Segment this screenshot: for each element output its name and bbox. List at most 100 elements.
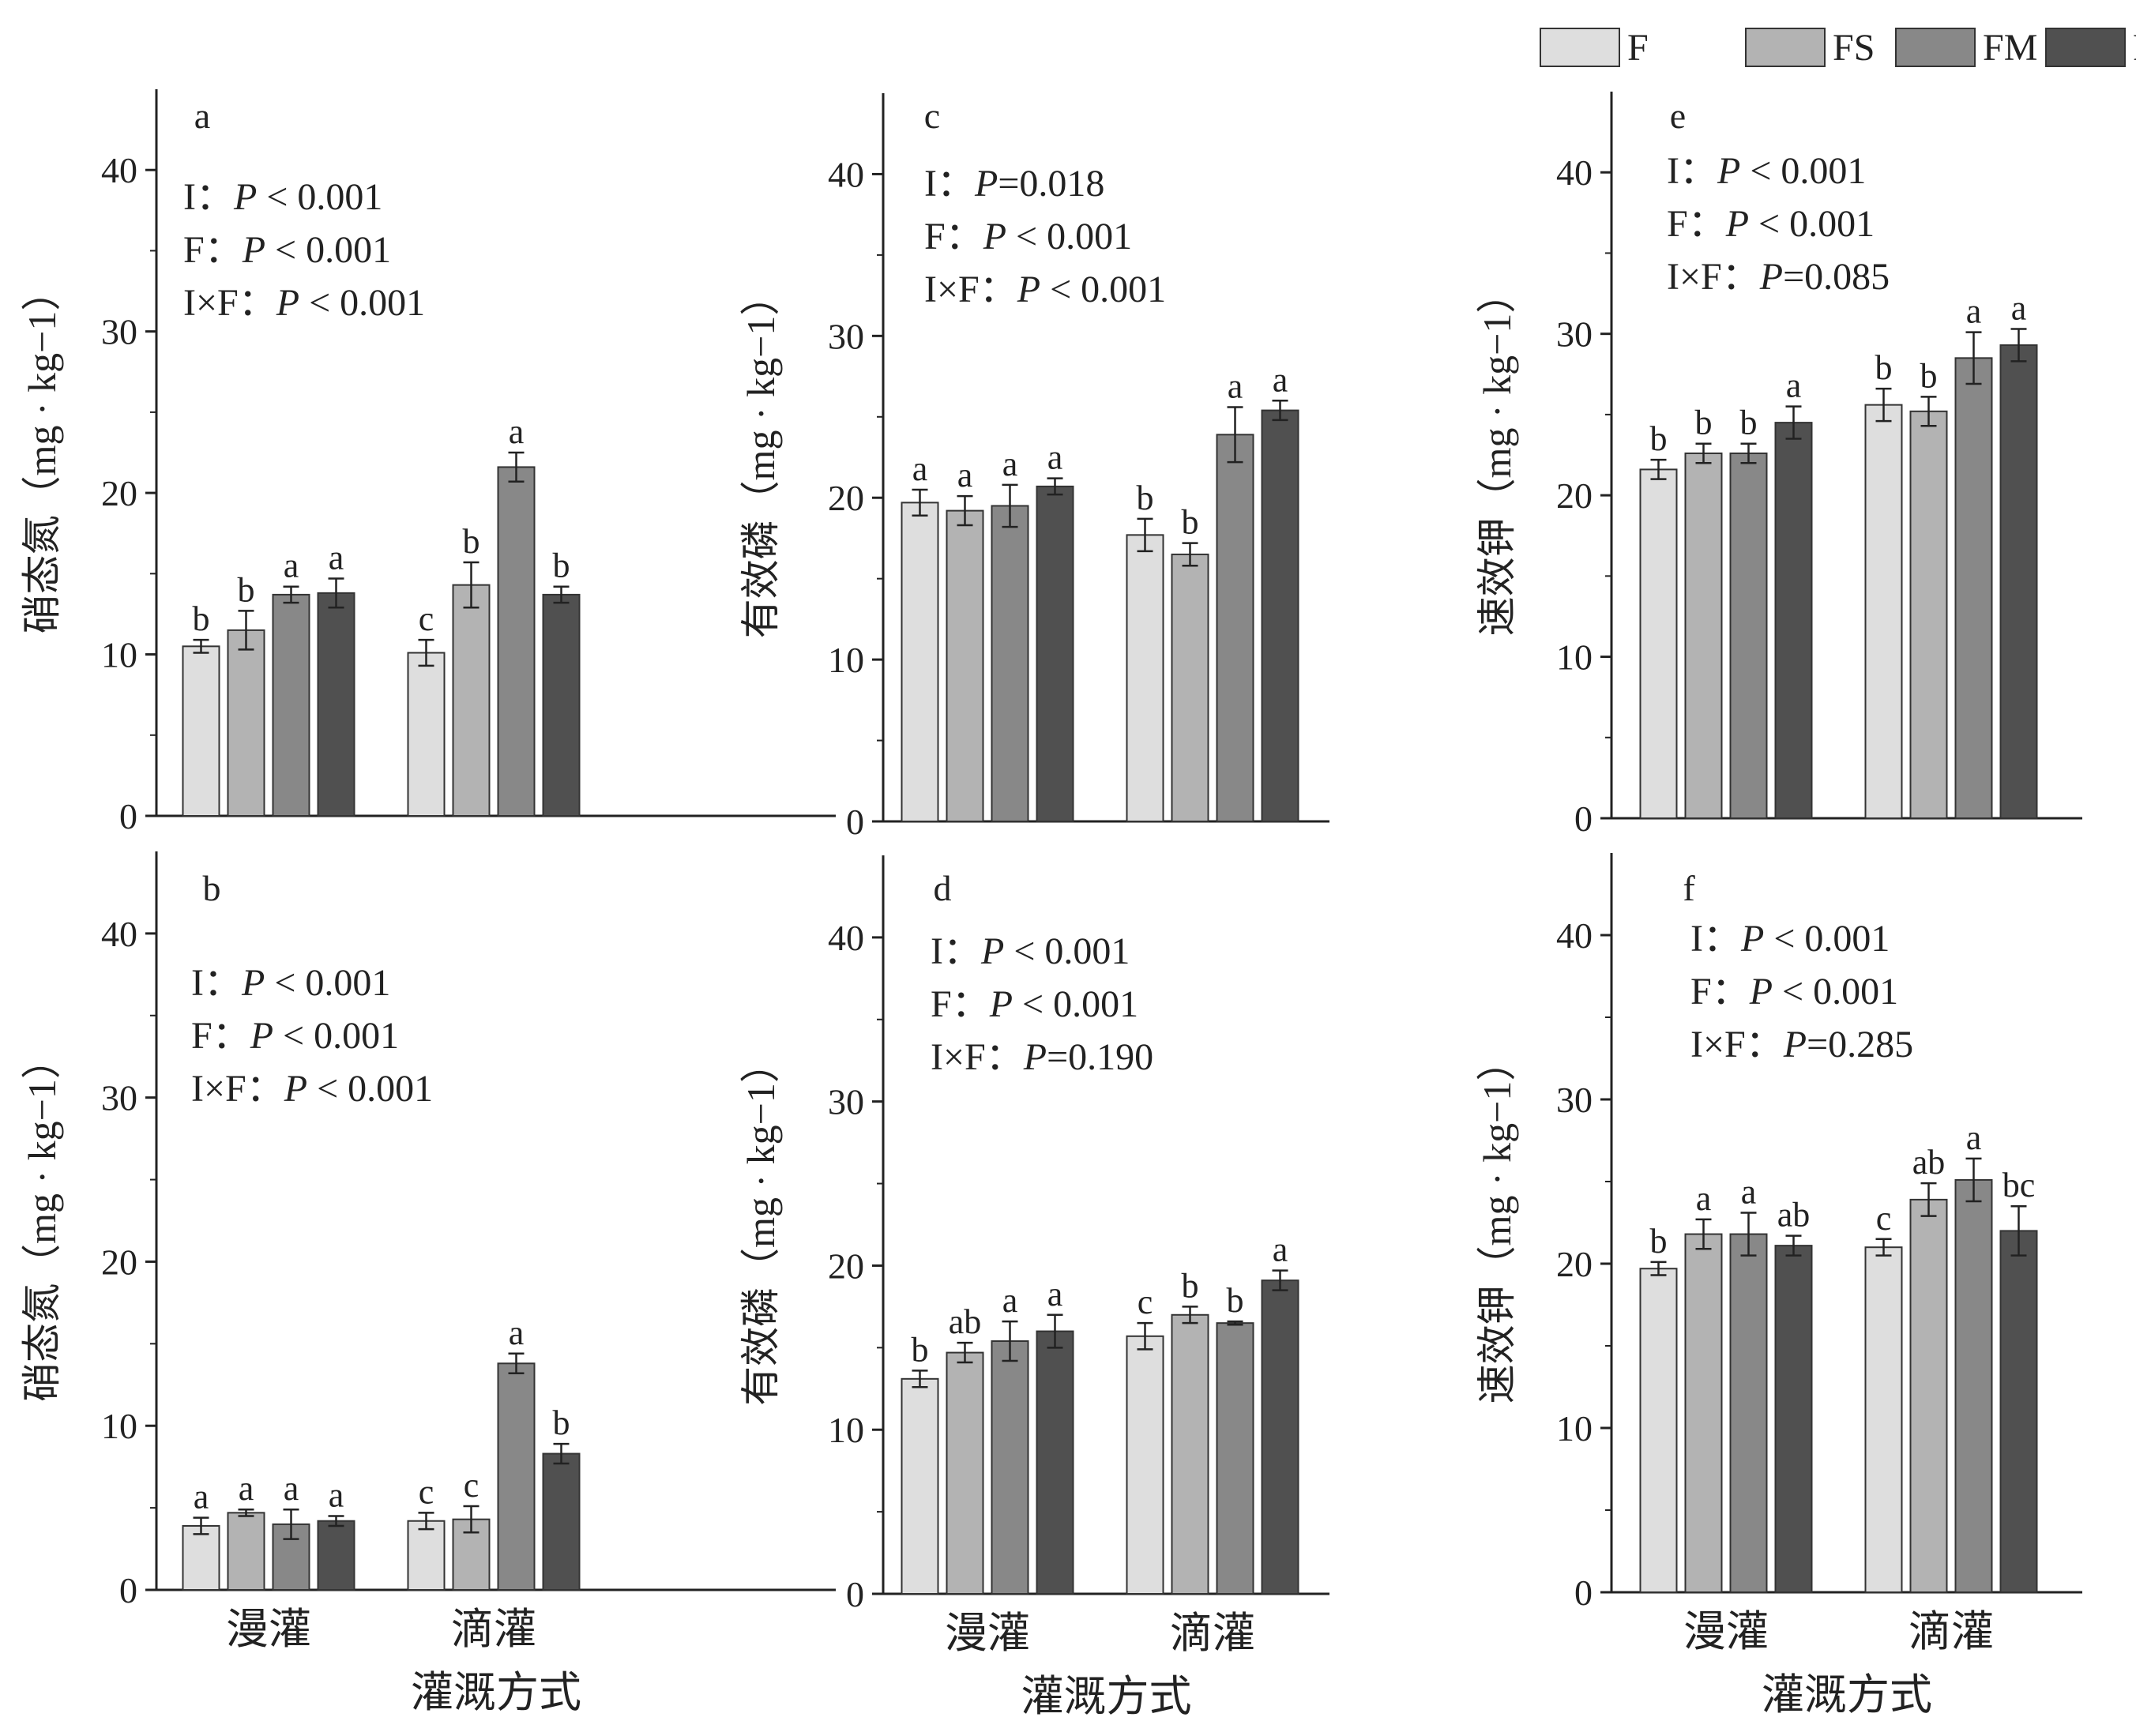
legend-item-fs: FS bbox=[1745, 27, 1875, 69]
bar-fs bbox=[452, 1518, 491, 1591]
stat-value: < 0.001 bbox=[265, 229, 391, 271]
bar-fm bbox=[1954, 1178, 1993, 1594]
y-tick-label: 10 bbox=[828, 640, 864, 680]
bar-f bbox=[407, 652, 446, 817]
stat-value: < 0.001 bbox=[1004, 930, 1130, 972]
y-tick-label: 0 bbox=[119, 796, 137, 836]
stat-line: I：P < 0.001 bbox=[931, 930, 1130, 972]
stat-term: I： bbox=[183, 176, 234, 218]
bar-fs bbox=[1684, 452, 1723, 819]
legend-swatch bbox=[2045, 28, 2126, 67]
bar-fm bbox=[1216, 434, 1254, 822]
bar-fh bbox=[542, 1452, 581, 1591]
stat-value: =0.190 bbox=[1047, 1036, 1153, 1078]
stat-p: P bbox=[250, 1015, 273, 1057]
bar-fh bbox=[1999, 1230, 2038, 1594]
stat-p: P bbox=[974, 163, 998, 205]
significance-letter: a bbox=[194, 1478, 209, 1516]
stat-value: =0.085 bbox=[1783, 256, 1890, 298]
stat-line: I：P < 0.001 bbox=[1690, 918, 1890, 960]
stat-value: < 0.001 bbox=[1040, 269, 1166, 310]
significance-letter: a bbox=[912, 449, 928, 488]
panel-letter: e bbox=[1670, 96, 1686, 136]
stat-p: P bbox=[1759, 256, 1783, 298]
stat-line: I×F：P < 0.001 bbox=[191, 1068, 433, 1110]
x-axis-title: 灌溉方式 bbox=[1762, 1671, 1932, 1719]
y-tick-label: 20 bbox=[828, 1246, 864, 1286]
stat-term: F： bbox=[931, 983, 990, 1025]
significance-letter: c bbox=[1138, 1283, 1153, 1321]
significance-letter: a bbox=[1273, 360, 1288, 399]
bar-fh bbox=[1036, 1330, 1074, 1595]
significance-letter: c bbox=[1876, 1199, 1892, 1238]
bar-fm bbox=[1729, 452, 1768, 819]
panel-letter: f bbox=[1683, 868, 1695, 908]
significance-letter: ab bbox=[1777, 1196, 1811, 1234]
stat-term: I： bbox=[931, 930, 981, 972]
bar-fs bbox=[946, 1351, 984, 1595]
y-tick-label: 30 bbox=[101, 312, 137, 352]
stat-p: P bbox=[241, 962, 265, 1004]
significance-letter: a bbox=[1966, 1118, 1982, 1157]
x-category-label: 滴灌 bbox=[1170, 1610, 1255, 1657]
bar-fs bbox=[946, 509, 984, 822]
significance-letter: a bbox=[1228, 366, 1243, 405]
bar-f bbox=[901, 502, 939, 822]
significance-letter: b bbox=[1650, 1222, 1668, 1261]
significance-letter: b bbox=[1650, 419, 1668, 458]
bar-fs bbox=[452, 584, 491, 817]
stat-term: F： bbox=[183, 229, 243, 271]
x-axis-title: 灌溉方式 bbox=[411, 1669, 581, 1716]
stat-p: P bbox=[1725, 203, 1749, 245]
x-category-label: 漫灌 bbox=[1683, 1608, 1769, 1655]
significance-letter: bc bbox=[2002, 1166, 2036, 1204]
stat-term: I： bbox=[924, 163, 975, 205]
y-tick-label: 40 bbox=[101, 914, 137, 954]
stat-p: P bbox=[276, 282, 299, 324]
stat-line: I×F：P=0.285 bbox=[1690, 1024, 1913, 1065]
stat-line: I：P < 0.001 bbox=[191, 962, 390, 1004]
stat-term: I×F： bbox=[183, 282, 276, 324]
stat-term: I×F： bbox=[1690, 1024, 1784, 1065]
stat-p: P bbox=[1740, 918, 1764, 960]
legend-swatch bbox=[1745, 28, 1826, 67]
significance-letter: ab bbox=[1912, 1143, 1946, 1182]
legend-item-f: F bbox=[1540, 27, 1649, 69]
y-tick-label: 0 bbox=[846, 1574, 864, 1614]
y-tick-label: 30 bbox=[828, 316, 864, 356]
stat-line: F：P < 0.001 bbox=[931, 983, 1138, 1025]
y-tick-label: 30 bbox=[1556, 1080, 1593, 1120]
legend-swatch bbox=[1895, 28, 1976, 67]
significance-letter: b bbox=[1740, 404, 1758, 442]
significance-letter: a bbox=[329, 538, 344, 577]
stat-value: < 0.001 bbox=[307, 1068, 433, 1110]
significance-letter: a bbox=[1047, 438, 1063, 477]
significance-letter: c bbox=[419, 1472, 434, 1511]
bar-fh bbox=[542, 593, 581, 817]
bar-fs bbox=[227, 629, 265, 817]
legend-label: F bbox=[1627, 27, 1649, 69]
y-tick-label: 30 bbox=[1556, 314, 1593, 355]
significance-letter: a bbox=[1966, 292, 1982, 331]
stat-term: F： bbox=[924, 216, 983, 257]
bar-f bbox=[1864, 1246, 1903, 1593]
stat-line: I×F：P=0.190 bbox=[931, 1036, 1153, 1078]
panel-letter: a bbox=[194, 96, 210, 136]
significance-letter: c bbox=[419, 599, 434, 638]
stat-p: P bbox=[242, 229, 265, 271]
significance-letter: a bbox=[1741, 1173, 1757, 1212]
stat-p: P bbox=[1749, 971, 1773, 1013]
significance-letter: a bbox=[284, 1469, 299, 1508]
stat-p: P bbox=[1717, 150, 1740, 192]
stat-line: I：P < 0.001 bbox=[183, 176, 382, 218]
stat-term: I： bbox=[1690, 918, 1741, 960]
bar-fh bbox=[1261, 1279, 1299, 1595]
x-category-label: 漫灌 bbox=[945, 1610, 1030, 1657]
stat-value: < 0.001 bbox=[299, 282, 425, 324]
stat-value: =0.018 bbox=[998, 163, 1104, 205]
significance-letter: a bbox=[509, 1313, 525, 1352]
